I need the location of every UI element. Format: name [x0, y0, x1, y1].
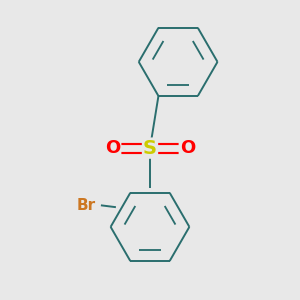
Text: Br: Br [76, 198, 95, 213]
Text: O: O [105, 139, 120, 157]
Text: O: O [180, 139, 195, 157]
Text: S: S [143, 139, 157, 158]
